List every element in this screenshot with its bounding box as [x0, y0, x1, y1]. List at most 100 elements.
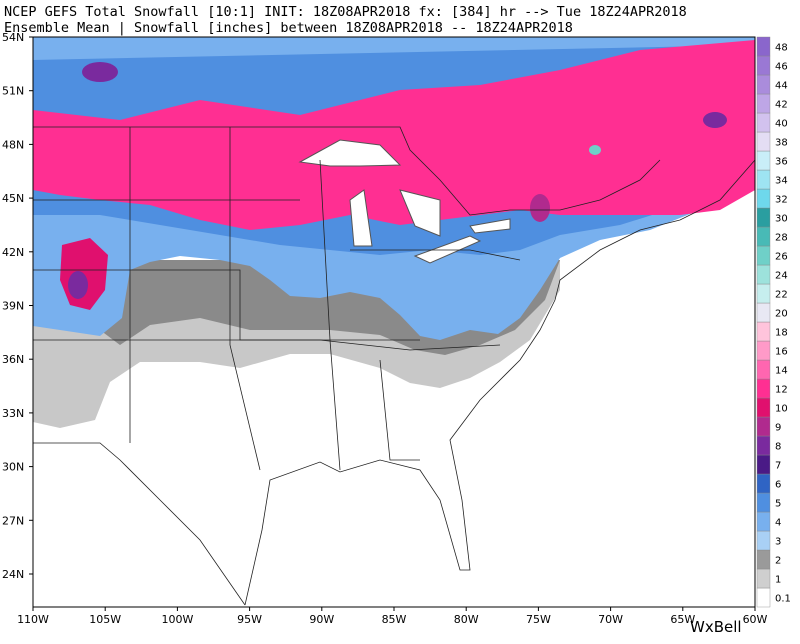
- colorbar-swatch: [756, 169, 771, 190]
- colorbar-swatch: [756, 55, 771, 76]
- state-lines: [350, 249, 521, 261]
- title: NCEP GEFS Total Snowfall [10:1] INIT: 18…: [4, 4, 687, 20]
- lon-label: 90W: [309, 613, 334, 626]
- lon-label: 75W: [526, 613, 551, 626]
- snow-purple: [703, 112, 727, 128]
- colorbar-label: 48: [775, 43, 788, 54]
- lat-label: 27N: [2, 514, 24, 527]
- snow-purple: [82, 62, 118, 82]
- colorbar-label: 22: [775, 290, 788, 301]
- lon-label: 110W: [17, 613, 49, 626]
- watermark: WxBell: [690, 618, 742, 636]
- colorbar-swatch: [756, 397, 771, 418]
- colorbar-swatch: [756, 378, 771, 399]
- colorbar-label: 46: [775, 62, 788, 73]
- lon-label: 65W: [670, 613, 695, 626]
- colorbar-swatch: [756, 36, 771, 57]
- colorbar-label: 5: [775, 499, 781, 510]
- colorbar-swatch: [756, 454, 771, 475]
- colorbar-swatch: [756, 492, 771, 513]
- lake-superior: [298, 139, 402, 167]
- colorbar-swatch: [756, 568, 771, 589]
- colorbar-label: 3: [775, 537, 781, 548]
- lon-label: 105W: [89, 613, 121, 626]
- colorbar-label: 20: [775, 309, 788, 320]
- colorbar-label: 34: [775, 176, 788, 187]
- colorbar-label: 10: [775, 404, 788, 415]
- colorbar-swatch: [756, 188, 771, 209]
- colorbar-label: 18: [775, 328, 788, 339]
- lat-label: 48N: [2, 138, 24, 151]
- lat-label: 33N: [2, 407, 24, 420]
- lat-label: 54N: [2, 31, 24, 44]
- us-mexico-border: [33, 442, 246, 606]
- colorbar-swatch: [756, 283, 771, 304]
- colorbar-label: 38: [775, 138, 788, 149]
- snow-purple: [530, 194, 550, 222]
- colorbar-label: 32: [775, 195, 788, 206]
- coastline: [244, 159, 756, 606]
- colorbar-label: 0.1: [775, 594, 791, 605]
- lat-label: 36N: [2, 353, 24, 366]
- subtitle: Ensemble Mean | Snowfall [inches] betwee…: [4, 20, 573, 36]
- colorbar-label: 42: [775, 100, 788, 111]
- lat-label: 30N: [2, 461, 24, 474]
- lon-label: 80W: [454, 613, 479, 626]
- snow-teal: [589, 145, 601, 155]
- state-lines: [33, 339, 501, 351]
- colorbar-swatch: [756, 131, 771, 152]
- colorbar-swatch: [756, 473, 771, 494]
- lon-label: 85W: [382, 613, 407, 626]
- colorbar-label: 40: [775, 119, 788, 130]
- colorbar-swatch: [756, 359, 771, 380]
- colorbar-label: 7: [775, 461, 781, 472]
- lat-label: 39N: [2, 300, 24, 313]
- us-canada-border: [33, 126, 661, 216]
- colorbar-swatch: [756, 587, 771, 608]
- colorbar-swatch: [756, 340, 771, 361]
- lake-huron: [399, 189, 441, 237]
- colorbar-label: 30: [775, 214, 788, 225]
- colorbar-label: 9: [775, 423, 781, 434]
- colorbar-swatch: [756, 112, 771, 133]
- colorbar-swatch: [756, 511, 771, 532]
- colorbar-swatch: [756, 226, 771, 247]
- colorbar-swatch: [756, 74, 771, 95]
- lon-label: 95W: [237, 613, 262, 626]
- state-lines: [379, 359, 420, 461]
- map-area: [32, 36, 756, 608]
- colorbar-label: 14: [775, 366, 788, 377]
- lon-label: 60W: [743, 613, 768, 626]
- colorbar-label: 6: [775, 480, 781, 491]
- lake-ontario: [469, 218, 511, 234]
- colorbar-swatch: [756, 207, 771, 228]
- colorbar-swatch: [756, 245, 771, 266]
- colorbar-label: 36: [775, 157, 788, 168]
- colorbar-swatch: [756, 416, 771, 437]
- colorbar-label: 12: [775, 385, 788, 396]
- lat-label: 45N: [2, 192, 24, 205]
- colorbar-label: 8: [775, 442, 781, 453]
- colorbar-swatch: [756, 530, 771, 551]
- lon-label: 70W: [598, 613, 623, 626]
- colorbar-label: 1: [775, 575, 781, 586]
- lat-label: 24N: [2, 568, 24, 581]
- colorbar-swatch: [756, 93, 771, 114]
- colorbar-label: 24: [775, 271, 788, 282]
- colorbar-label: 16: [775, 347, 788, 358]
- lon-label: 100W: [161, 613, 193, 626]
- snow-magenta: [33, 40, 755, 230]
- colorbar-swatch: [756, 549, 771, 570]
- state-lines: [319, 159, 341, 471]
- colorbar-swatch: [756, 264, 771, 285]
- lat-label: 42N: [2, 246, 24, 259]
- snow-purple: [68, 271, 88, 299]
- colorbar-swatch: [756, 150, 771, 171]
- colorbar-label: 44: [775, 81, 788, 92]
- colorbar-label: 26: [775, 252, 788, 263]
- colorbar-swatch: [756, 321, 771, 342]
- colorbar-swatch: [756, 302, 771, 323]
- lake-michigan: [349, 189, 373, 247]
- lat-label: 51N: [2, 85, 24, 98]
